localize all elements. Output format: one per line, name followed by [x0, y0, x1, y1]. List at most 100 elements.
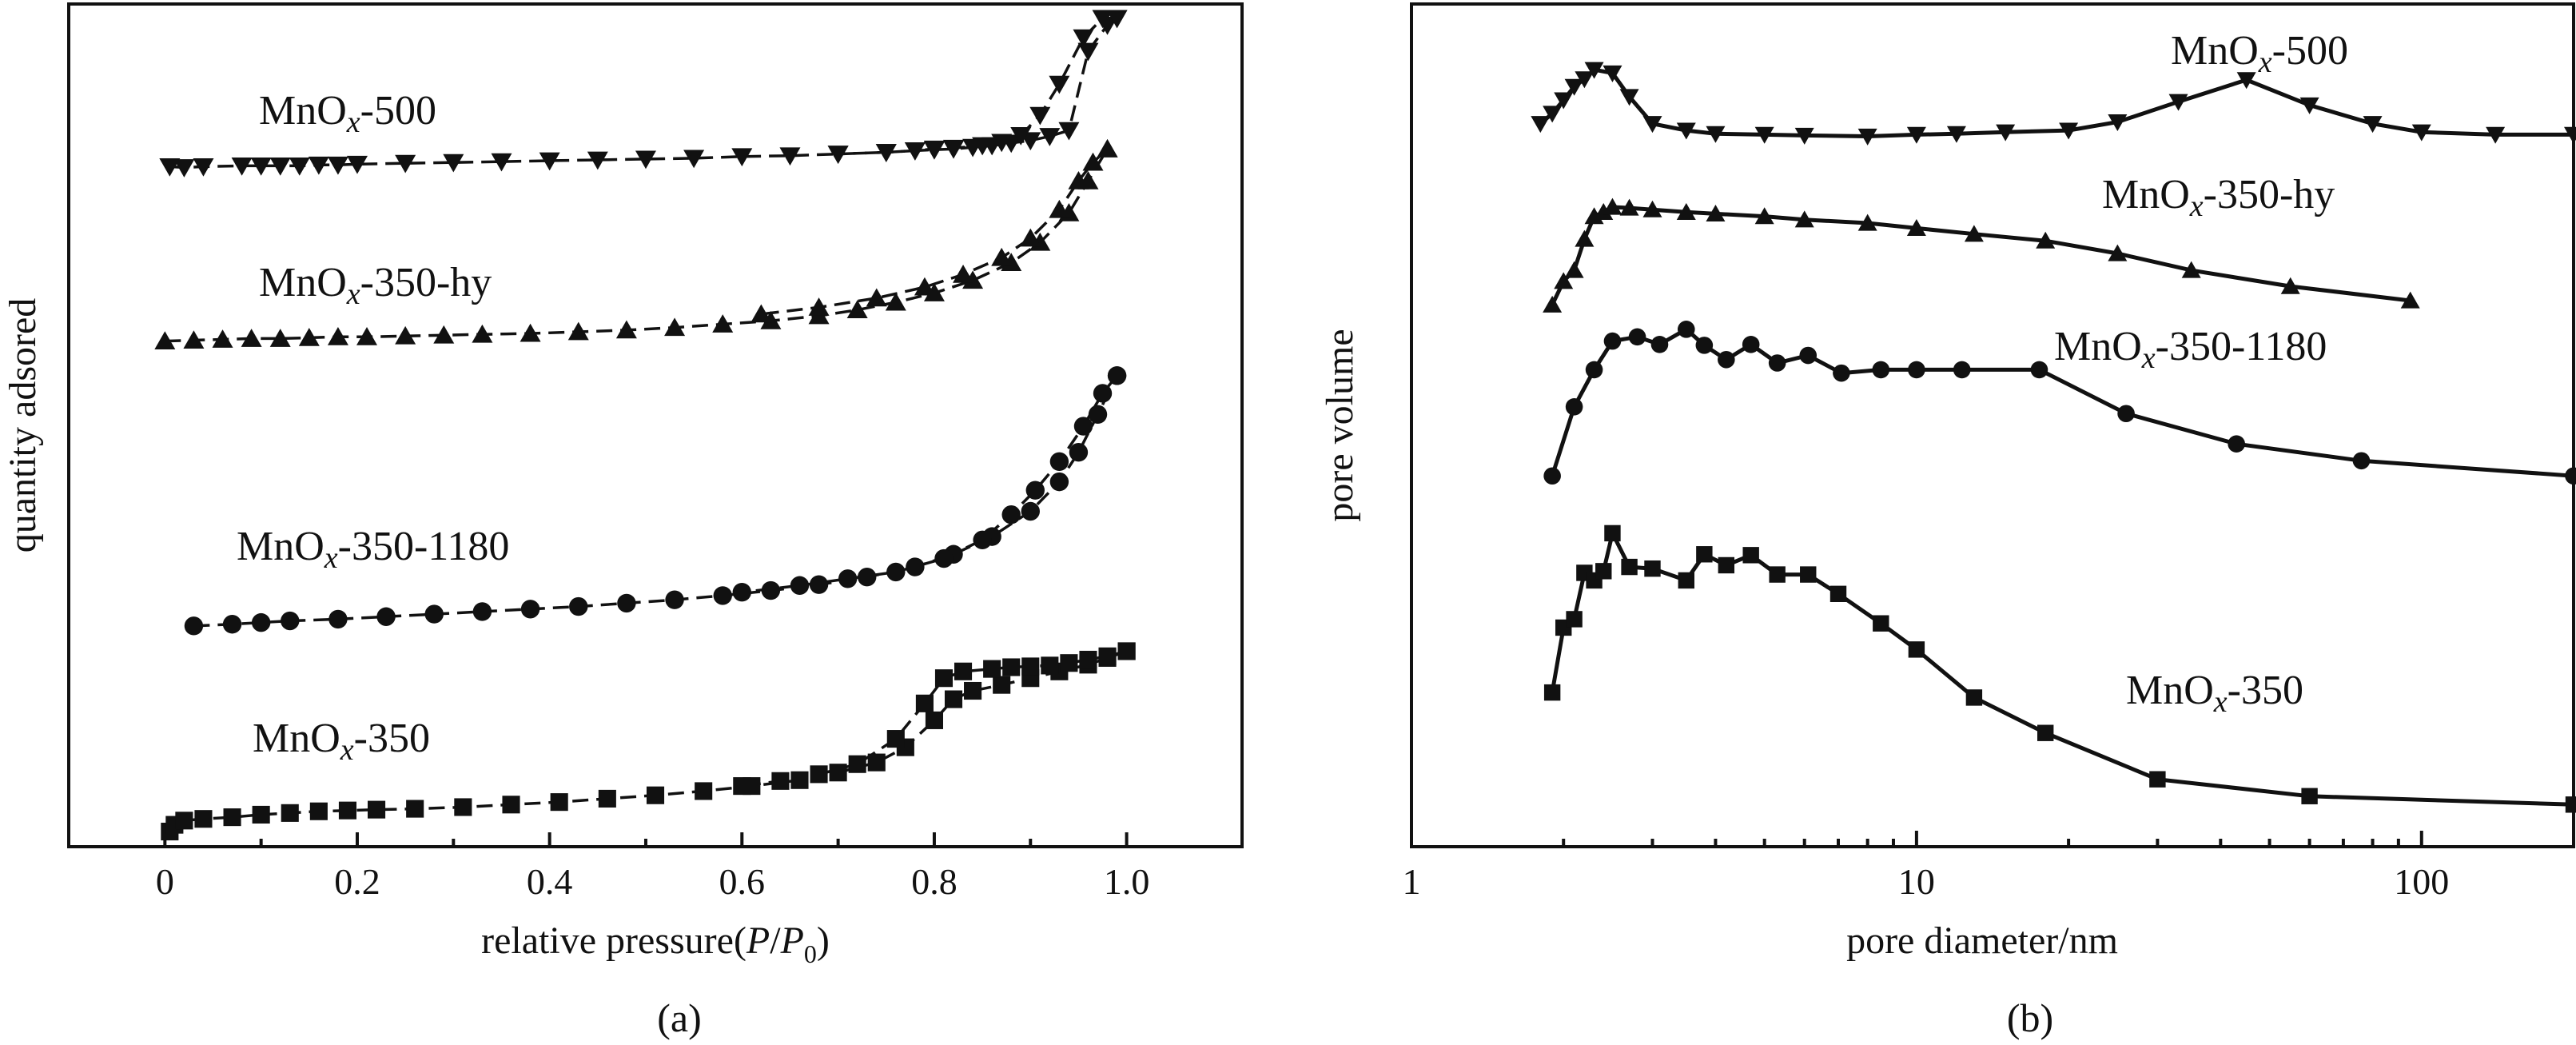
desorption-point [914, 277, 935, 296]
distribution-point [1768, 354, 1786, 372]
distribution-point [1857, 213, 1877, 231]
adsorption-point [1001, 253, 1022, 271]
x-label-close: ) [817, 919, 830, 962]
desorption-point [790, 576, 810, 595]
panel-a-label-3: MnOx-350 [253, 716, 430, 767]
distribution-point [2181, 261, 2201, 278]
distribution-point [1621, 558, 1638, 576]
distribution-point [1996, 124, 2016, 142]
adsorption-point [231, 157, 253, 176]
desorption-point [1092, 10, 1113, 29]
desorption-point [751, 304, 772, 323]
distribution-point [1566, 611, 1583, 628]
adsorption-point [944, 690, 963, 708]
desorption-point [1060, 654, 1078, 672]
desorption-point [943, 139, 965, 158]
distribution-point [1742, 547, 1759, 564]
adsorption-point [1049, 472, 1069, 492]
panel-b-label-0: MnOx-500 [2171, 28, 2348, 79]
distribution-point [2108, 114, 2128, 131]
adsorption-point [241, 329, 262, 347]
desorption-point [1049, 75, 1070, 94]
distribution-point [1833, 364, 1850, 382]
distribution-point [1706, 126, 1726, 143]
desorption-point [915, 694, 934, 712]
adsorption-point [906, 557, 925, 576]
adsorption-point [252, 805, 270, 824]
distribution-point [2036, 231, 2056, 249]
adsorption-point [809, 575, 829, 594]
distribution-point [1718, 556, 1735, 574]
adsorption-point [194, 810, 213, 828]
distribution-point [2565, 796, 2576, 813]
x-label-slash: / [770, 919, 781, 962]
distribution-point [1543, 467, 1561, 485]
panel-b-y-axis-label: pore volume [1319, 329, 1361, 521]
panel-a-x-tick-label: 0.4 [527, 861, 573, 902]
adsorption-point [829, 764, 847, 782]
adsorption-point [520, 600, 540, 619]
adsorption-point [298, 328, 320, 346]
adsorption-point [846, 300, 868, 319]
desorption-point [1068, 170, 1089, 189]
distribution-point [2564, 126, 2576, 144]
adsorption-point [281, 804, 299, 822]
adsorption-point [338, 801, 357, 820]
desorption-point [923, 140, 945, 159]
desorption-point [1020, 228, 1041, 247]
adsorption-point [223, 808, 241, 827]
distribution-point [1677, 321, 1695, 338]
distribution-point [1965, 689, 1983, 706]
desorption-point [1097, 138, 1118, 158]
distribution-point [2059, 122, 2079, 140]
panel-b-plot-area [1531, 62, 2576, 813]
distribution-point [1543, 295, 1563, 313]
distribution-point [2363, 116, 2383, 134]
adsorption-point [665, 590, 684, 609]
adsorption-point [761, 580, 781, 600]
panel-a-label-0: MnOx-500 [259, 88, 436, 139]
distribution-point [1531, 116, 1551, 134]
adsorption-point [395, 325, 416, 345]
distribution-line [1550, 205, 2411, 306]
panel-b-label-3: MnOx-350 [2126, 668, 2303, 719]
adsorption-point [327, 326, 348, 345]
adsorption-point [993, 676, 1011, 694]
distribution-point [1603, 65, 1622, 82]
series-b-mnox-350 [1543, 524, 2576, 813]
distribution-point [1718, 350, 1735, 369]
desorption-point [1107, 366, 1127, 385]
distribution-point [1575, 229, 1595, 247]
adsorption-point [367, 800, 386, 819]
series-a-mnox-500 [159, 10, 1128, 177]
distribution-point [1676, 122, 1696, 140]
distribution-point [1946, 126, 1966, 143]
panel-b-x-tick-label: 1 [1403, 861, 1421, 902]
adsorption-point [867, 753, 886, 772]
desorption-point [827, 146, 849, 164]
distribution-point [1642, 200, 1662, 217]
distribution-point [1964, 225, 1984, 242]
panel-b-label-1: MnOx-350-hy [2102, 172, 2335, 223]
adsorption-line [169, 17, 1118, 170]
distribution-point [2037, 724, 2054, 741]
adsorption-point [193, 158, 214, 177]
adsorption-point [376, 607, 396, 626]
distribution-point [2149, 771, 2166, 788]
distribution-point [1799, 346, 1818, 365]
distribution-point [1543, 106, 1563, 123]
adsorption-point [346, 155, 368, 174]
desorption-point [808, 297, 830, 316]
distribution-point [1908, 361, 1925, 379]
adsorption-point [502, 796, 520, 814]
adsorption-point [858, 568, 877, 587]
distribution-point [1603, 197, 1622, 215]
distribution-point [2117, 405, 2135, 423]
adsorption-point [454, 798, 472, 816]
x-label-sub: 0 [804, 939, 817, 968]
desorption-point [838, 569, 858, 588]
distribution-point [1642, 116, 1662, 134]
adsorption-point [885, 292, 906, 311]
desorption-point [973, 530, 992, 550]
adsorption-point [1069, 443, 1089, 462]
